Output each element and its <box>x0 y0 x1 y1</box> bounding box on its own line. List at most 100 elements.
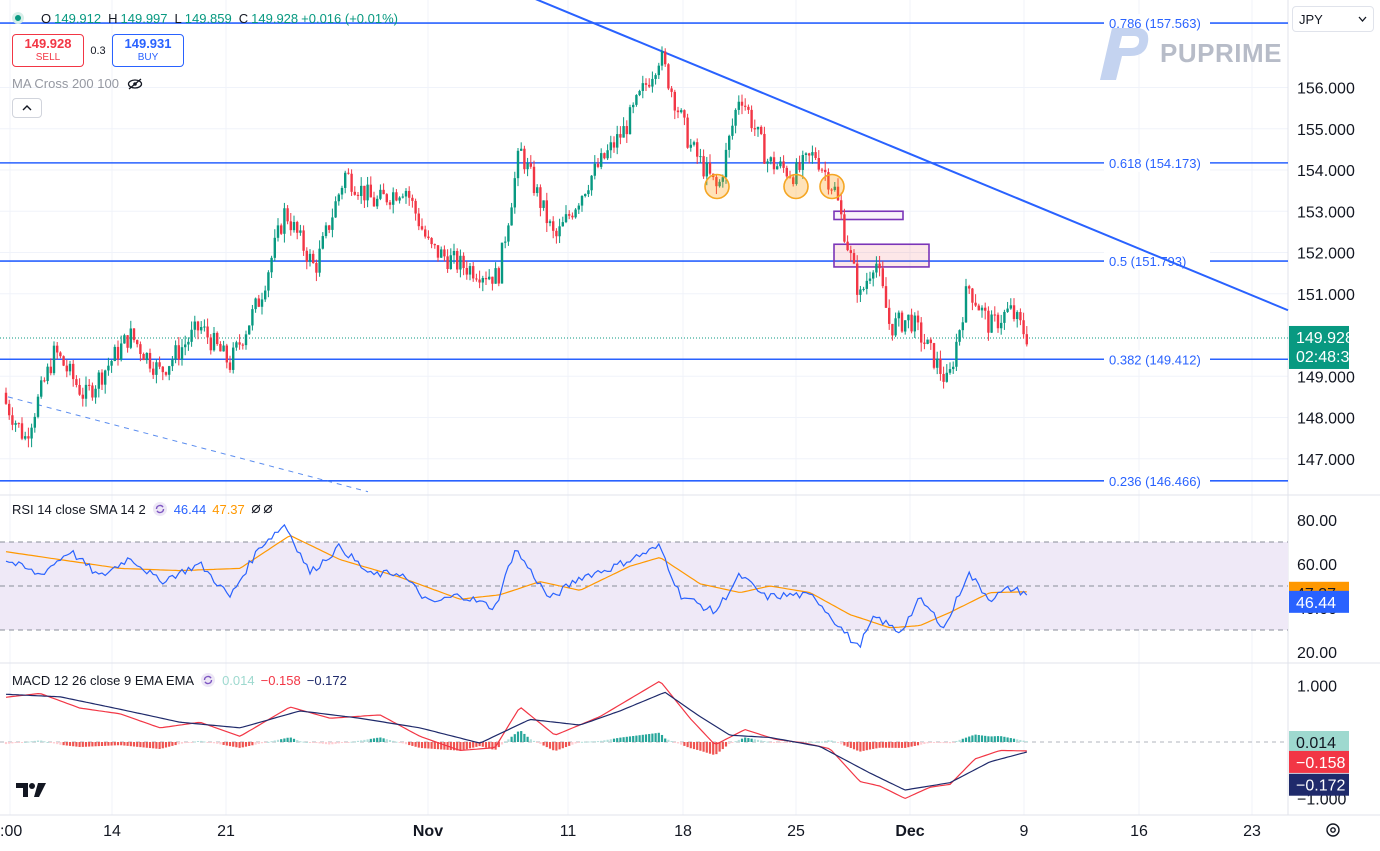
macd-histogram-bar <box>750 738 753 742</box>
candle-up <box>907 314 910 321</box>
candle-down <box>792 177 795 185</box>
candle-down <box>836 186 840 201</box>
candle-up <box>276 225 280 238</box>
candle-up <box>270 257 273 273</box>
macd-histogram-bar <box>308 742 312 743</box>
macd-histogram-bar <box>744 737 747 742</box>
macd-histogram-bar <box>216 742 219 744</box>
candle-up <box>398 197 401 201</box>
price-axis-label: 155.000 <box>1297 122 1355 139</box>
candle-down <box>491 276 494 284</box>
candle-up <box>331 217 334 230</box>
highlight-circle[interactable] <box>783 173 809 200</box>
macd-histogram-bar <box>68 742 72 746</box>
brand-logo: PUPRIME <box>1098 24 1282 82</box>
candle-up <box>641 83 644 91</box>
macd-histogram-bar <box>737 739 740 742</box>
macd-histogram-bar <box>468 742 472 749</box>
price-zone-box[interactable] <box>833 210 904 221</box>
highlight-circle[interactable] <box>819 173 845 200</box>
fib-label-bg <box>1104 252 1210 271</box>
macd-histogram-bar <box>667 739 670 742</box>
candle-up <box>168 366 171 375</box>
candle-down <box>315 263 318 273</box>
tradingview-logo-icon[interactable] <box>16 781 48 799</box>
candle-down <box>443 249 446 257</box>
highlight-circle[interactable] <box>704 173 730 200</box>
macd-histogram-bar <box>900 742 904 748</box>
macd-histogram-bar <box>766 741 769 743</box>
symbol-select[interactable]: JPY <box>1292 6 1374 32</box>
macd-histogram-bar <box>836 742 840 744</box>
macd-histogram-bar <box>833 741 836 743</box>
macd-histogram-bar <box>936 742 939 743</box>
macd-histogram-bar <box>564 742 568 748</box>
macd-histogram-bar <box>993 736 996 742</box>
macd-histogram-bar <box>635 735 638 742</box>
macd-histogram-bar <box>11 742 14 744</box>
macd-histogram-bar <box>923 742 926 745</box>
macd-histogram-bar <box>443 742 446 750</box>
candle-down <box>664 51 667 65</box>
candle-up <box>913 315 916 332</box>
chevron-down-icon <box>1358 16 1367 22</box>
candle-down <box>465 267 468 275</box>
candle-down <box>552 221 555 231</box>
candle-up <box>376 198 379 207</box>
candle-down <box>164 372 168 375</box>
macd-histogram-bar <box>654 733 657 742</box>
fibonacci-levels[interactable]: 0.786 (157.563) 0.618 (154.173) 0.5 (151.7… <box>0 14 1288 490</box>
candle-up <box>235 342 238 348</box>
candle-up <box>193 321 196 330</box>
candle-up <box>875 263 878 273</box>
dashed-support-line[interactable] <box>7 396 369 493</box>
candle-up <box>180 347 184 360</box>
macd-histogram-bar <box>347 742 350 743</box>
ma-cross-legend[interactable]: MA Cross 200 100 <box>12 76 143 91</box>
macd-histogram-bar <box>641 734 644 742</box>
trendlines[interactable] <box>7 0 1289 493</box>
candle-down <box>388 202 392 205</box>
zones[interactable] <box>833 210 930 268</box>
collapse-legend-button[interactable] <box>12 98 42 118</box>
macd-histogram-bar <box>817 741 820 743</box>
candles <box>4 46 1028 448</box>
macd-histogram-bar <box>158 742 161 749</box>
macd-histogram-bar <box>72 742 75 747</box>
time-axis-label: 23 <box>1243 823 1261 840</box>
macd-histogram-bar <box>363 739 366 742</box>
candle-down <box>4 392 8 404</box>
candle-down <box>414 200 417 214</box>
macd-histogram-bar <box>116 742 120 746</box>
sell-button[interactable]: 149.928 SELL <box>12 34 84 67</box>
candle-up <box>232 347 235 370</box>
macd-histogram-bar <box>200 740 203 742</box>
gear-icon[interactable] <box>1323 820 1343 840</box>
rsi-legend[interactable]: RSI 14 close SMA 14 2 46.44 47.37 <box>12 501 275 517</box>
macd-histogram-bar <box>388 740 392 742</box>
macd-histogram-bar <box>689 742 692 749</box>
candle-down <box>571 215 574 218</box>
macd-histogram-bar <box>516 731 520 742</box>
buy-button[interactable]: 149.931 BUY <box>112 34 184 67</box>
price-axis-label: 148.000 <box>1297 411 1355 428</box>
eye-crossed-icon[interactable] <box>127 78 143 90</box>
macd-histogram-bar <box>827 740 830 742</box>
price-axis-label: 153.000 <box>1297 204 1355 221</box>
macd-histogram-bar <box>449 742 452 751</box>
candle-up <box>724 149 728 178</box>
candle-up <box>123 335 126 344</box>
axes: 156.000 155.000 154.000 153.000 152.000 151.0… <box>0 81 1355 841</box>
macd-histogram-bar <box>673 742 676 743</box>
candle-down <box>72 363 75 380</box>
price-zone-box[interactable] <box>833 243 930 268</box>
candle-up <box>776 166 779 170</box>
candle-up <box>110 361 113 366</box>
highlight-circles[interactable] <box>704 173 845 200</box>
candle-up <box>516 150 520 179</box>
macd-legend[interactable]: MACD 12 26 close 9 EMA EMA 0.014 −0.158 … <box>12 672 347 688</box>
descending-trendline[interactable] <box>510 0 1289 312</box>
candle-up <box>84 384 88 399</box>
candle-down <box>939 358 942 374</box>
